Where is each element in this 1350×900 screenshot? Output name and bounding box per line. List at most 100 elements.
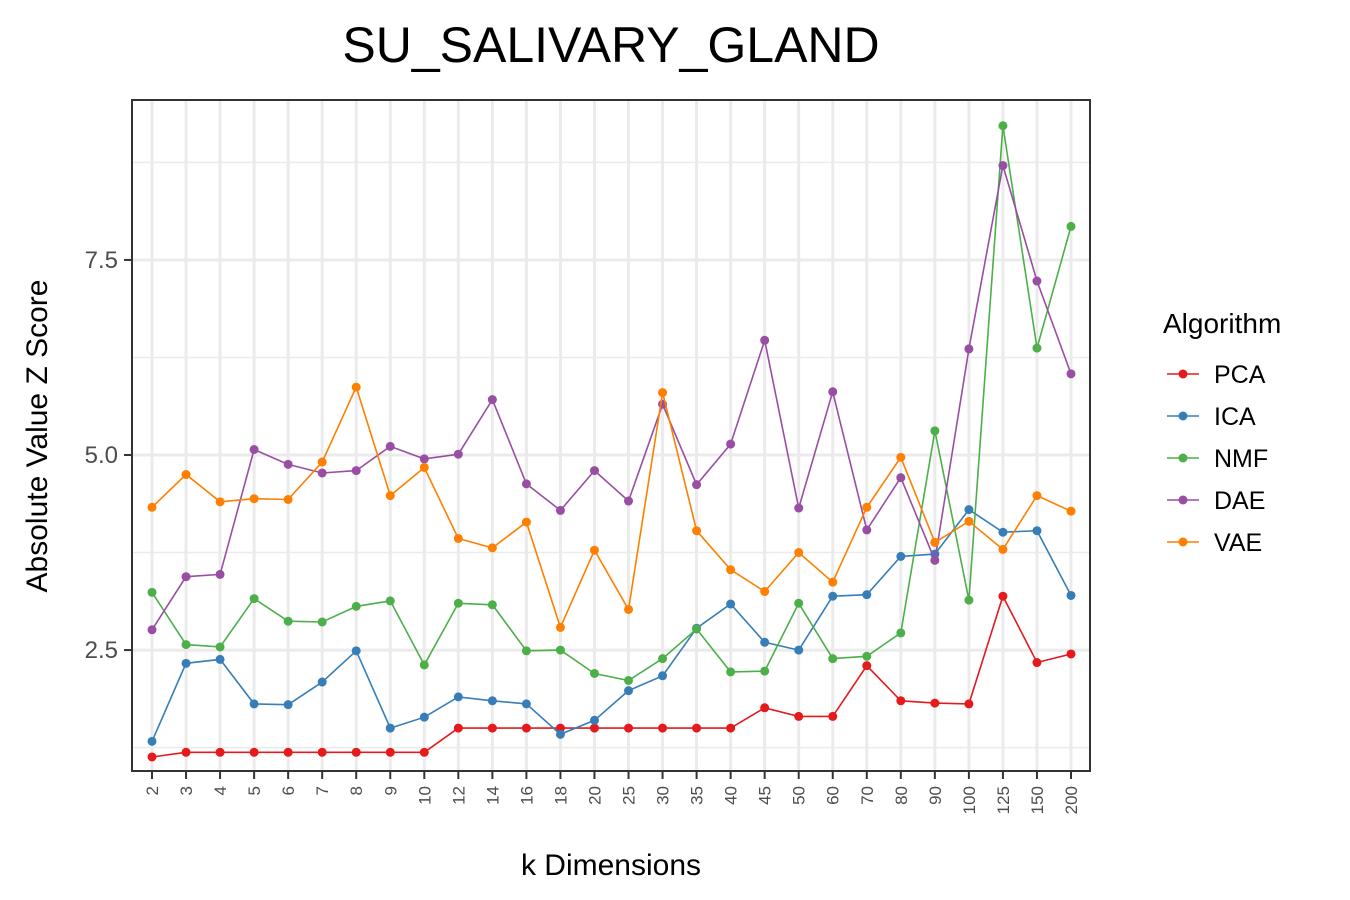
dae-point (589, 466, 599, 476)
pca-point (760, 703, 770, 713)
pca-point (794, 711, 804, 721)
dae-point (249, 445, 259, 455)
x-tick-label: 70 (858, 786, 877, 805)
x-tick-label: 60 (824, 786, 843, 805)
nmf-line (151, 125, 1072, 682)
legend-key-point (1178, 411, 1188, 421)
vae-point (1066, 506, 1076, 516)
dae-point (181, 572, 191, 582)
x-tick-label: 12 (449, 786, 468, 805)
nmf-point (862, 651, 872, 661)
vae-point (215, 497, 225, 507)
dae-line (151, 165, 1072, 631)
dae-point (862, 525, 872, 535)
nmf-point (658, 654, 668, 664)
dae-point (964, 344, 974, 354)
plot-background (132, 100, 1090, 771)
pca-point (147, 752, 157, 762)
dae-point (283, 459, 293, 469)
legend-label: NMF (1214, 445, 1268, 473)
ica-point (351, 646, 361, 656)
nmf-point (964, 595, 974, 605)
nmf-point (521, 646, 531, 656)
ica-point (760, 637, 770, 647)
dae-point (624, 496, 634, 506)
vae-point (930, 537, 940, 547)
vae-point (521, 517, 531, 527)
vae-point (555, 622, 565, 632)
vae-point (351, 382, 361, 392)
nmf-point (283, 616, 293, 626)
x-tick-label: 7 (313, 786, 332, 795)
pca-point (964, 699, 974, 709)
x-tick-label: 14 (483, 786, 502, 805)
ica-point (487, 696, 497, 706)
series-layer (147, 121, 1076, 762)
vae-line (151, 384, 1072, 630)
pca-point (453, 723, 463, 733)
y-tick-label: 7.5 (85, 247, 118, 274)
nmf-point (760, 666, 770, 676)
x-tick-label: 8 (347, 786, 366, 795)
dae-point (828, 387, 838, 397)
x-tick-label: 30 (654, 786, 673, 805)
legend: Algorithm PCA ICA NMF DAE VAE (1163, 308, 1281, 557)
nmf-point (487, 600, 497, 610)
legend-item-vae: VAE (1167, 529, 1262, 557)
pca-point (521, 723, 531, 733)
dae-point (521, 479, 531, 489)
x-tick-label: 18 (551, 786, 570, 805)
series-vae (147, 382, 1076, 632)
legend-title: Algorithm (1163, 308, 1281, 339)
legend-label: PCA (1214, 361, 1266, 389)
nmf-point (624, 675, 634, 685)
dae-point (896, 473, 906, 483)
x-tick-label: 40 (722, 786, 741, 805)
dae-point (487, 395, 497, 405)
ica-point (828, 591, 838, 601)
legend-item-pca: PCA (1167, 361, 1266, 389)
dae-point (147, 625, 157, 635)
vae-point (419, 462, 429, 472)
nmf-point (896, 628, 906, 638)
x-tick-label: 9 (381, 786, 400, 795)
vae-point (624, 604, 634, 614)
pca-line (151, 594, 1072, 758)
ica-point (1032, 526, 1042, 536)
vae-point (760, 587, 770, 597)
nmf-point (828, 654, 838, 664)
nmf-point (317, 617, 327, 627)
dae-point (215, 569, 225, 579)
y-tick-label: 5.0 (85, 442, 118, 469)
dae-point (726, 439, 736, 449)
ica-point (726, 599, 736, 609)
vae-point (862, 502, 872, 512)
ica-point (964, 505, 974, 515)
dae-point (351, 466, 361, 476)
x-tick-label: 45 (756, 786, 775, 805)
legend-label: VAE (1214, 529, 1262, 557)
vae-point (794, 548, 804, 558)
ica-line (151, 508, 1072, 742)
pca-point (317, 747, 327, 757)
vae-point (658, 388, 668, 398)
pca-point (487, 723, 497, 733)
pca-point (181, 747, 191, 757)
pca-point (726, 723, 736, 733)
dae-point (419, 454, 429, 464)
y-axis-title: Absolute Value Z Score (21, 280, 54, 593)
x-tick-label: 4 (211, 786, 230, 795)
ica-point (385, 723, 395, 733)
vae-point (181, 470, 191, 480)
nmf-point (998, 121, 1008, 131)
plot-border (131, 99, 1091, 772)
dae-point (930, 555, 940, 565)
dae-point (1032, 276, 1042, 286)
x-tick-label: 6 (279, 786, 298, 795)
pca-point (998, 591, 1008, 601)
series-pca (147, 591, 1076, 762)
nmf-point (249, 594, 259, 604)
nmf-point (589, 668, 599, 678)
nmf-point (453, 598, 463, 608)
